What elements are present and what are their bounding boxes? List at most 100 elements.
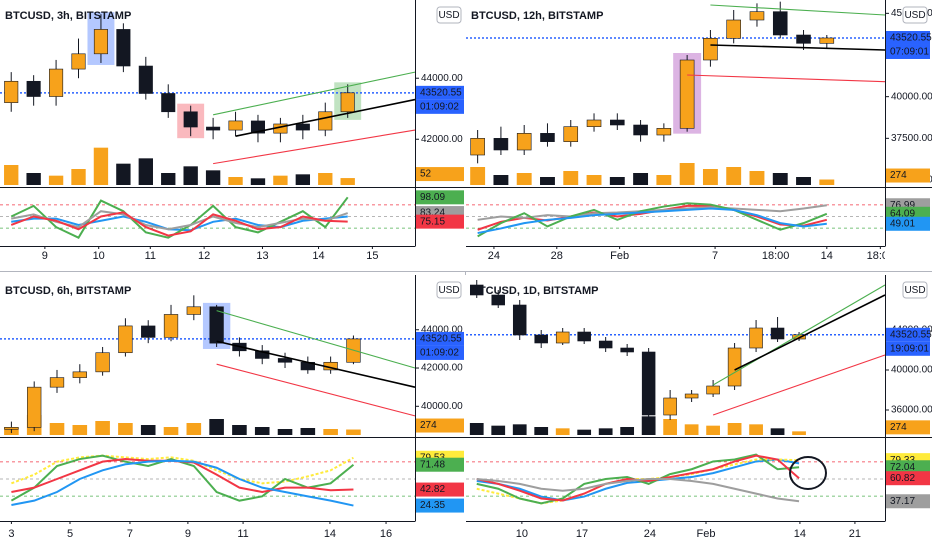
candle-body — [72, 371, 87, 378]
volume-bar — [469, 423, 484, 435]
osc-value-label: 37.17 — [890, 496, 915, 507]
x-tick-label: 12 — [198, 250, 210, 262]
osc-line — [11, 459, 354, 507]
osc-value-label: 42.82 — [420, 484, 445, 495]
last-price-label-bg — [886, 327, 930, 342]
volume-bar — [163, 427, 179, 435]
trendline — [235, 98, 416, 137]
osc-line — [11, 454, 354, 485]
chart-title: BTCUSD, 1D, BITSTAMP — [471, 285, 599, 297]
trendline — [213, 129, 416, 165]
volume-bar — [318, 173, 333, 185]
candle-body — [577, 331, 591, 342]
x-tick-label: 7 — [127, 528, 133, 540]
osc-line — [477, 204, 827, 221]
volume-bar — [470, 167, 486, 185]
osc-line — [477, 202, 828, 238]
volume-bar — [183, 166, 198, 185]
currency-label: USD — [904, 10, 925, 21]
candle-body — [703, 38, 718, 61]
volume-bar — [161, 173, 176, 185]
currency-label: USD — [904, 285, 925, 296]
volume-bar — [796, 177, 811, 185]
countdown-label: 01:09:02 — [420, 101, 459, 112]
volume-bar — [749, 171, 765, 185]
chart-title: BTCUSD, 3h, BITSTAMP — [5, 10, 131, 22]
candle-body — [819, 37, 835, 44]
x-tick-label: 3 — [8, 528, 14, 540]
volume-bar — [586, 175, 602, 185]
volume-bar — [620, 427, 635, 435]
candle-body — [555, 331, 570, 344]
volume-bar — [48, 175, 64, 185]
candle-body — [49, 68, 64, 97]
last-price-label: 43520.55 — [890, 329, 932, 340]
countdown-label-bg — [416, 345, 464, 360]
x-tick-label: 24 — [488, 250, 500, 262]
trendline — [712, 284, 886, 386]
candle-body — [95, 352, 110, 373]
volume-bar — [209, 419, 224, 435]
osc-value-label-bg — [886, 471, 930, 486]
volume-bar — [726, 167, 742, 185]
x-tick-label: 18:00 — [762, 250, 790, 262]
candle-body — [4, 80, 19, 103]
x-tick-label: 17 — [576, 528, 588, 540]
x-tick-label: 9 — [185, 528, 191, 540]
volume-bar — [205, 170, 221, 185]
volume-label: 274 — [890, 170, 907, 181]
currency-label: USD — [438, 10, 459, 21]
osc-value-label: 24.35 — [420, 500, 445, 511]
last-price-label-bg — [416, 331, 464, 346]
candle-body — [295, 123, 310, 131]
volume-bar — [140, 425, 156, 435]
y-tick-label: 44000.00 — [421, 324, 463, 335]
trendline — [712, 354, 886, 416]
trendline — [687, 74, 886, 83]
candle-body — [469, 284, 484, 296]
volume-bar — [641, 416, 656, 435]
x-tick-label: 11 — [237, 528, 248, 540]
candle-body — [493, 138, 509, 151]
volume-bar — [300, 428, 316, 435]
volume-bar — [295, 174, 311, 185]
chart-title: BTCUSD, 6h, BITSTAMP — [5, 285, 131, 297]
osc-line — [477, 207, 827, 235]
osc-line — [476, 458, 800, 502]
countdown-label-bg — [886, 341, 930, 356]
volume-bar — [770, 428, 785, 435]
candle-body — [706, 385, 720, 395]
volume-bar — [323, 429, 338, 435]
y-tick-label: 42000.00 — [421, 363, 463, 374]
volume-label-bg — [416, 167, 464, 182]
volume-bar — [540, 177, 555, 185]
candle-body — [586, 119, 602, 127]
candle-body — [470, 138, 485, 156]
trendline — [216, 340, 416, 388]
candle-body — [610, 119, 625, 126]
volume-bar — [95, 421, 110, 435]
y-tick-label: 40000.00 — [891, 91, 932, 102]
candle-body — [563, 126, 579, 142]
volume-bar — [138, 158, 153, 185]
volume-bar — [273, 175, 288, 185]
candle-body — [228, 120, 243, 131]
volume-label: 52 — [420, 169, 432, 180]
osc-line — [476, 478, 800, 503]
candle-body — [684, 393, 699, 399]
osc-value-label: 76.99 — [890, 200, 915, 211]
currency-box — [902, 6, 928, 24]
osc-value-label-bg — [886, 460, 930, 475]
volume-label: 274 — [890, 422, 907, 433]
osc-line — [10, 211, 348, 237]
osc-line — [10, 196, 349, 239]
candle-body — [183, 111, 198, 128]
trendline — [216, 363, 416, 417]
trendline — [212, 71, 416, 116]
x-tick-label: 7 — [712, 250, 718, 262]
volume-bar — [118, 423, 133, 435]
candle-body — [186, 306, 201, 315]
volume-bar — [792, 431, 806, 435]
volume-bar — [772, 173, 788, 185]
